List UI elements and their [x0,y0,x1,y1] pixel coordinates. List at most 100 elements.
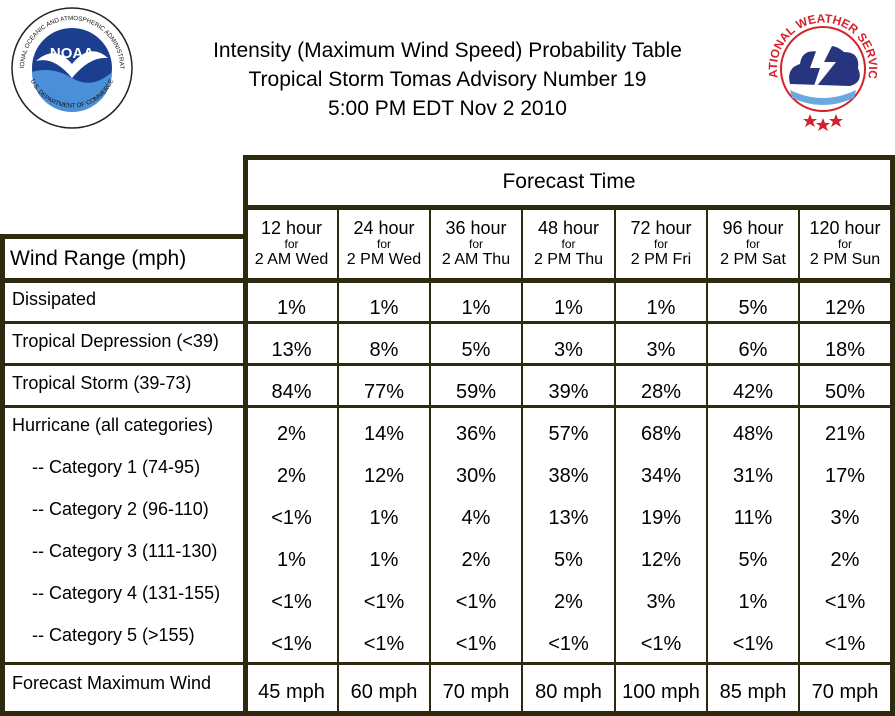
probability-cell: 12% [640,548,682,571]
probability-cell: 19% [640,506,682,529]
probability-cell: 60 mph [350,680,418,703]
probability-cell: 2% [554,590,583,613]
probability-cell: 3% [554,338,583,361]
probability-cell: 12% [363,464,405,487]
row-label: -- Category 5 (>155) [32,624,195,645]
probability-cell: <1% [548,632,589,655]
probability-cell: <1% [271,506,312,529]
column-header-hour: 36 hour [445,218,507,238]
probability-cell: 45 mph [258,680,325,703]
probability-cell: 80 mph [535,680,602,703]
table-border-top [243,155,895,160]
probability-cell: <1% [824,632,866,655]
column-header: 12 hour for 2 AM Wed [246,211,337,277]
probability-cell: 11% [733,506,773,529]
probability-cell: 70 mph [442,680,510,703]
probability-cell: 1% [369,296,399,319]
column-header-when: 2 PM Sat [720,251,786,268]
probability-cell: 1% [554,296,583,319]
column-divider [798,208,800,716]
probability-cell: 5% [461,338,491,361]
row-label: Forecast Maximum Wind [12,672,212,693]
probability-cell: <1% [455,632,497,655]
column-header-for: for [468,237,483,251]
row-label: Tropical Storm (39-73) [12,372,192,393]
forecast-header-divider [243,205,895,210]
probability-cell: 17% [824,464,866,487]
wind-range-border-top [0,234,248,239]
probability-cell: 50% [824,380,866,403]
probability-cell: 6% [738,338,768,361]
probability-cell: 12% [824,296,866,319]
probability-cell: 34% [640,464,682,487]
table-border-left-upper [243,155,248,716]
column-header-hour: 12 hour [260,218,323,238]
noaa-logo-text: NOAA [50,45,94,62]
probability-cell: 36% [455,422,497,445]
probability-cell: 85 mph [719,680,787,703]
column-header: 36 hour for 2 AM Thu [431,211,521,277]
probability-cell: <1% [732,632,774,655]
probability-cell: 30% [455,464,497,487]
nws-logo: NATIONAL WEATHER SERVICE [760,6,883,131]
header-divider [0,278,895,283]
probability-cell: 31% [732,464,774,487]
probability-cell: <1% [271,590,312,613]
column-header-when: 2 PM Thu [533,251,604,268]
noaa-logo: NOAA NATIONAL OCEANIC AND ATMOSPHERIC AD… [10,6,133,129]
probability-cell: 68% [640,422,682,445]
table-border-right [890,155,895,716]
probability-cell: 5% [554,548,583,571]
column-header-hour: 72 hour [630,218,692,238]
probability-cell: 1% [277,296,306,319]
row-label: -- Category 3 (111-130) [32,540,218,561]
probability-cell: <1% [824,590,866,613]
probability-cell: 21% [824,422,866,445]
probability-cell: <1% [271,632,312,655]
forecast-time-header: Forecast Time [502,170,636,193]
probability-cell: <1% [363,632,405,655]
probability-cell: 18% [824,338,866,361]
probability-cell: 13% [548,506,589,529]
probability-cell: 48% [732,422,774,445]
column-header: 120 hour for 2 PM Sun [800,211,890,277]
column-header-hour: 96 hour [722,218,784,238]
probability-cell: 84% [271,380,312,403]
probability-cell: 59% [455,380,497,403]
column-header-hour: 24 hour [353,218,415,238]
row-label: Tropical Depression (<39) [12,330,219,351]
row-label: -- Category 2 (96-110) [32,498,209,519]
page-title: Intensity (Maximum Wind Speed) Probabili… [180,36,715,123]
probability-cell: 1% [277,548,306,571]
row-label: Dissipated [12,288,97,309]
probability-cell: 57% [548,422,589,445]
row-label: -- Category 4 (131-155) [32,582,221,603]
wind-range-header: Wind Range (mph) [10,247,187,270]
column-header-when: 2 AM Wed [254,251,329,268]
probability-cell: 38% [548,464,589,487]
probability-cell: <1% [640,632,682,655]
probability-cell: 77% [363,380,405,403]
title-line-2: Tropical Storm Tomas Advisory Number 19 [248,68,647,91]
row-label: -- Category 1 (74-95) [32,456,201,477]
row-divider [0,363,895,366]
column-header-for: for [376,237,391,251]
probability-cell: 100 mph [622,680,700,703]
title-line-3: 5:00 PM EDT Nov 2 2010 [328,97,567,120]
probability-cell: <1% [455,590,497,613]
column-header: 48 hour for 2 PM Thu [523,211,614,277]
table-border-left [0,234,5,716]
row-divider [0,321,895,324]
probability-cell: 5% [738,548,768,571]
probability-cell: 1% [646,296,676,319]
probability-cell: 1% [461,296,491,319]
table-border-bottom [0,711,895,716]
probability-cell: 39% [548,380,589,403]
probability-cell: 2% [830,548,860,571]
probability-cell: 2% [461,548,491,571]
probability-cell: 1% [369,548,399,571]
column-divider [521,208,523,716]
probability-cell: 28% [640,380,682,403]
probability-cell: 2% [277,422,306,445]
probability-cell: <1% [363,590,405,613]
